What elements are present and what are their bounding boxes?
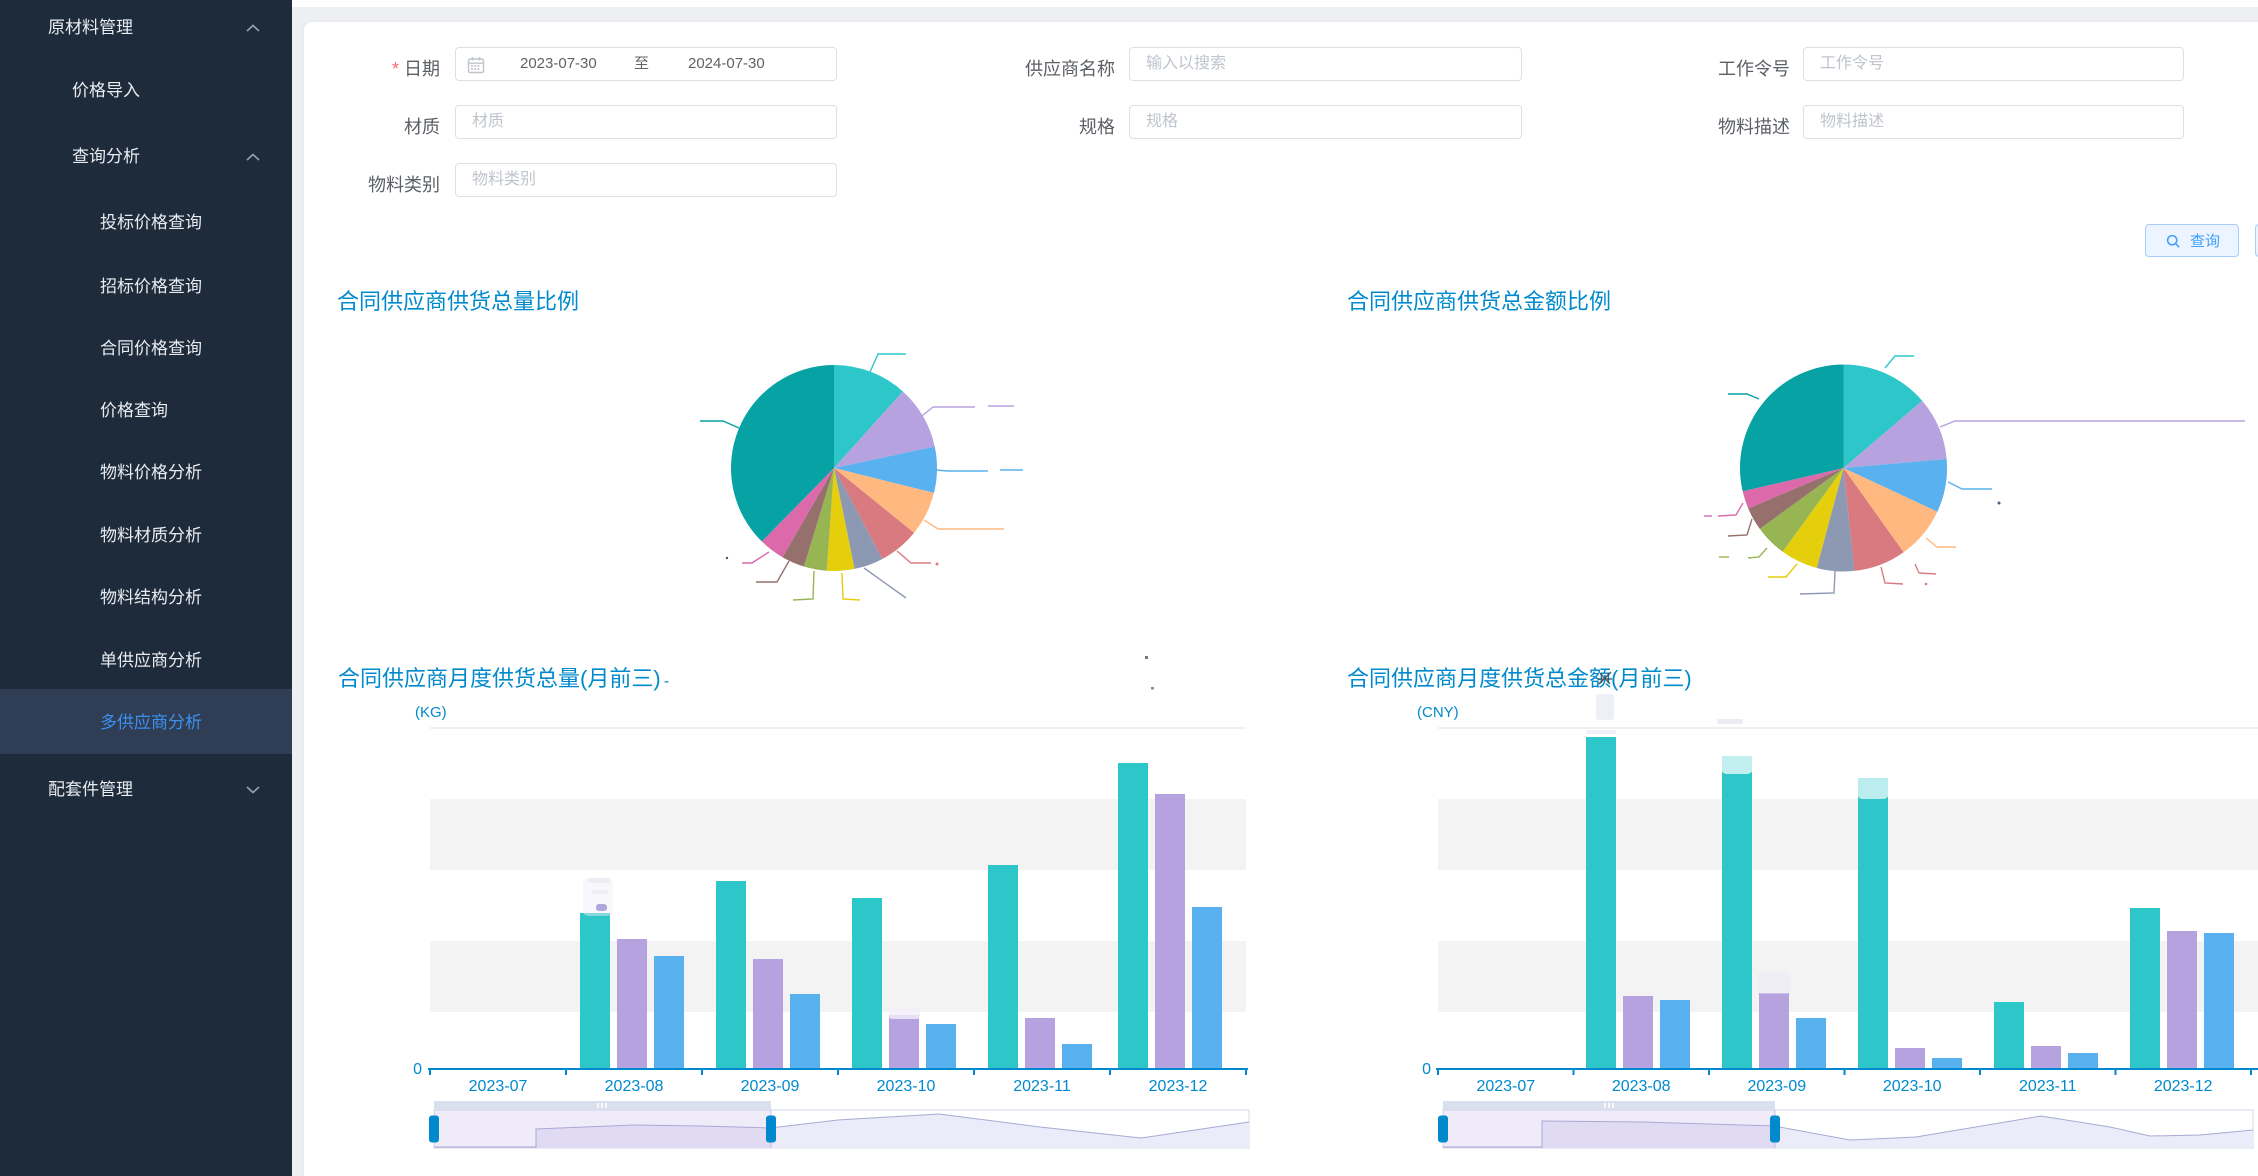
svg-text:0: 0 bbox=[1422, 1061, 1431, 1078]
svg-text:2023-11: 2023-11 bbox=[2019, 1078, 2077, 1095]
svg-text:2023-09: 2023-09 bbox=[1747, 1078, 1806, 1095]
svg-text:2023-07: 2023-07 bbox=[469, 1078, 528, 1095]
svg-text:(CNY): (CNY) bbox=[1417, 704, 1459, 721]
svg-text:0: 0 bbox=[413, 1061, 422, 1078]
svg-text:2023-08: 2023-08 bbox=[1612, 1078, 1671, 1095]
svg-text:2023-10: 2023-10 bbox=[877, 1078, 936, 1095]
svg-text:2023-07: 2023-07 bbox=[1476, 1078, 1535, 1095]
svg-text:2023-12: 2023-12 bbox=[2154, 1078, 2213, 1095]
svg-text:2023-12: 2023-12 bbox=[1149, 1078, 1208, 1095]
svg-text:2023-08: 2023-08 bbox=[605, 1078, 664, 1095]
svg-text:2023-11: 2023-11 bbox=[1013, 1078, 1071, 1095]
svg-text:2023-10: 2023-10 bbox=[1883, 1078, 1942, 1095]
svg-text:2023-09: 2023-09 bbox=[741, 1078, 800, 1095]
svg-text:(KG): (KG) bbox=[415, 704, 447, 721]
